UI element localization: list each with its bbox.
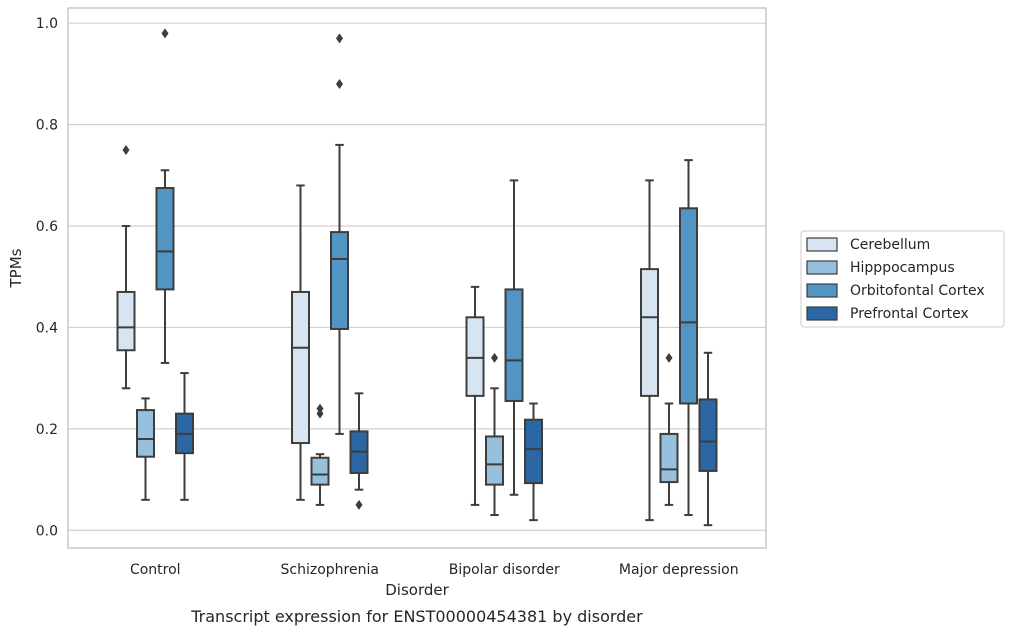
box-series (116, 28, 718, 527)
outlier-point (161, 28, 169, 39)
box-plot (330, 33, 349, 435)
box-iqr (679, 207, 698, 405)
box-iqr (291, 290, 310, 445)
box-plot (524, 402, 543, 522)
outlier-point (491, 352, 498, 363)
box-plot (698, 351, 718, 527)
box-iqr (155, 187, 175, 291)
box-iqr (524, 418, 543, 485)
legend-label: Prefrontal Cortex (850, 306, 969, 322)
outlier-point (316, 408, 324, 419)
y-tick-label: 0.4 (36, 320, 58, 336)
x-tick-label: Bipolar disorder (449, 562, 560, 578)
y-tick-label: 1.0 (36, 16, 58, 32)
box-plot (291, 184, 310, 501)
x-tick-label: Major depression (619, 562, 739, 578)
box-iqr (485, 435, 504, 486)
box-iqr (465, 316, 485, 397)
outlier-point (122, 144, 130, 155)
outlier-point (316, 403, 324, 414)
y-tick-label: 0.8 (36, 118, 58, 134)
outlier-point (336, 79, 343, 90)
box-plot (136, 397, 155, 501)
outlier-point (336, 33, 343, 44)
legend-swatch (806, 283, 838, 298)
box-plot (116, 144, 136, 390)
box-plot (640, 179, 659, 522)
y-tick-label: 0.2 (36, 422, 58, 438)
legend-label: Cerebellum (850, 237, 930, 253)
outlier-point (665, 352, 673, 363)
legend: Cerebellum Hipppocampus Orbitofontal Corte… (800, 230, 1005, 328)
x-axis-ticks: Control Schizophrenia Bipolar disorder Majo… (130, 562, 739, 578)
box-iqr (640, 268, 659, 397)
legend-swatch (806, 260, 838, 275)
box-plot (659, 352, 679, 506)
x-tick-label: Control (130, 562, 181, 578)
y-axis-ticks: 0.0 0.2 0.4 0.6 0.8 1.0 (36, 16, 58, 539)
y-axis-label: TPMs (7, 248, 25, 288)
box-plot (504, 179, 524, 496)
chart-caption: Transcript expression for ENST0000045438… (190, 607, 643, 626)
y-tick-label: 0.6 (36, 219, 58, 235)
box-iqr (504, 288, 524, 402)
box-plot (485, 352, 504, 517)
legend-frame (800, 230, 1005, 328)
outlier-point (355, 499, 363, 510)
box-plot (679, 159, 698, 517)
legend-label: Hipppocampus (850, 260, 955, 276)
y-tick-label: 0.0 (36, 523, 58, 539)
box-plot (349, 392, 369, 510)
box-plot (175, 372, 194, 501)
x-tick-label: Schizophrenia (281, 562, 379, 578)
box-iqr (310, 456, 330, 486)
box-iqr (659, 432, 679, 484)
box-iqr (330, 231, 349, 330)
legend-label: Orbitofontal Cortex (850, 283, 985, 299)
box-plot (155, 28, 175, 364)
box-iqr (136, 409, 155, 458)
x-axis-label: Disorder (385, 581, 449, 599)
plot-frame (67, 7, 767, 549)
box-iqr (698, 398, 718, 472)
box-plot (310, 403, 330, 506)
box-plot (465, 285, 485, 506)
box-iqr (116, 290, 136, 352)
legend-swatch (806, 306, 838, 321)
legend-swatch (806, 237, 838, 252)
